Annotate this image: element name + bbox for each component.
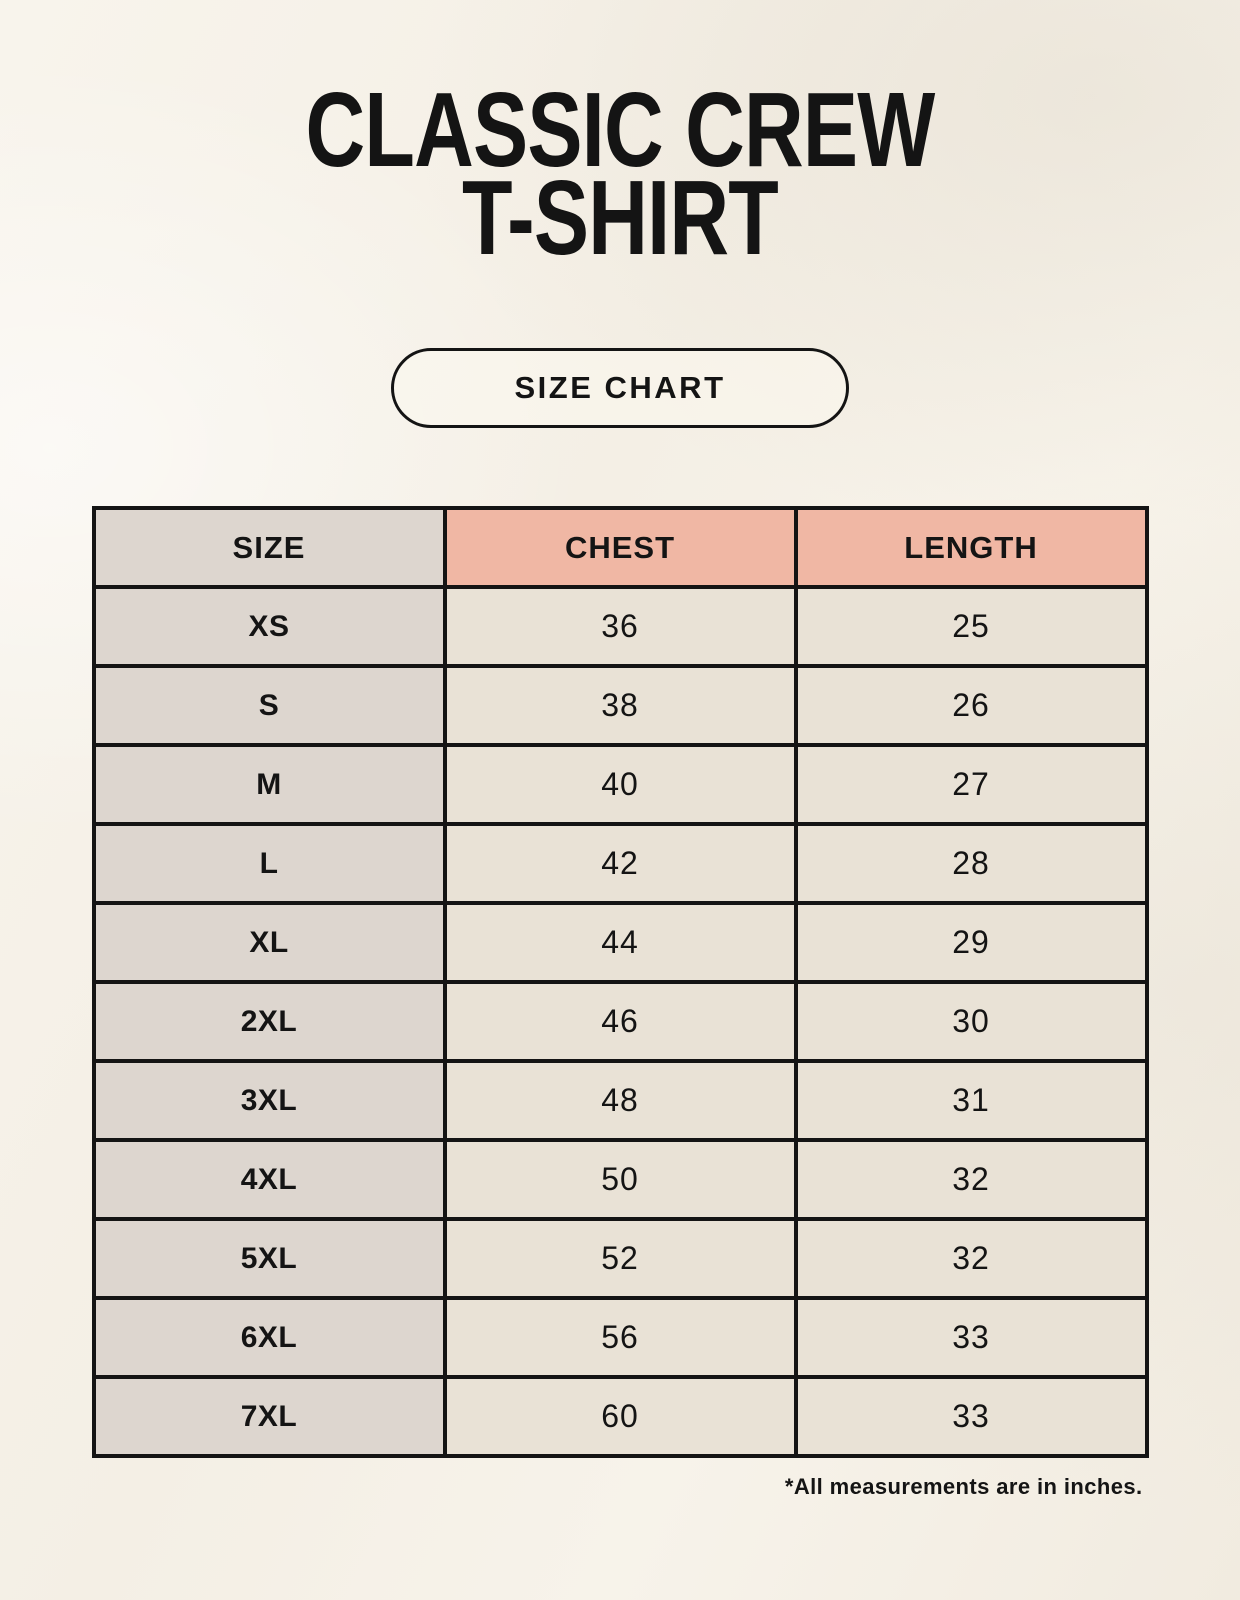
size-cell: XL <box>91 901 447 984</box>
size-cell: 4XL <box>91 1138 447 1221</box>
chest-cell: 48 <box>442 1059 798 1142</box>
header-row: SIZE CHEST LENGTH <box>91 506 1149 589</box>
chest-cell: 60 <box>442 1375 798 1458</box>
table-row: 4XL 50 32 <box>91 1138 1149 1221</box>
length-cell: 32 <box>793 1138 1149 1221</box>
table-row: XS 36 25 <box>91 585 1149 668</box>
size-cell: M <box>91 743 447 826</box>
chest-cell: 56 <box>442 1296 798 1379</box>
length-cell: 31 <box>793 1059 1149 1142</box>
table-row: M 40 27 <box>91 743 1149 826</box>
length-cell: 27 <box>793 743 1149 826</box>
chest-cell: 44 <box>442 901 798 984</box>
col-header-chest: CHEST <box>442 506 798 589</box>
page-title-line1: CLASSIC CREW <box>305 71 935 189</box>
table-row: 5XL 52 32 <box>91 1217 1149 1300</box>
size-cell: XS <box>91 585 447 668</box>
length-cell: 28 <box>793 822 1149 905</box>
size-table-body: XS 36 25 S 38 26 M 40 27 L 42 28 XL 44 29 2XL 46 30 3XL 48 3… <box>91 585 1149 1458</box>
badge-container: SIZE CHART <box>0 348 1240 428</box>
size-table-header: SIZE CHEST LENGTH <box>91 506 1149 589</box>
table-row: S 38 26 <box>91 664 1149 747</box>
table-row: 6XL 56 33 <box>91 1296 1149 1379</box>
page-title-line2: T-SHIRT <box>461 159 779 277</box>
table-row: 2XL 46 30 <box>91 980 1149 1063</box>
col-header-size: SIZE <box>91 506 447 589</box>
chest-cell: 36 <box>442 585 798 668</box>
length-cell: 32 <box>793 1217 1149 1300</box>
chest-cell: 46 <box>442 980 798 1063</box>
measurements-footnote: *All measurements are in inches. <box>784 1474 1143 1499</box>
size-cell: S <box>91 664 447 747</box>
chest-cell: 40 <box>442 743 798 826</box>
chest-cell: 42 <box>442 822 798 905</box>
length-cell: 26 <box>793 664 1149 747</box>
table-row: XL 44 29 <box>91 901 1149 984</box>
table-row: L 42 28 <box>91 822 1149 905</box>
table-row: 7XL 60 33 <box>91 1375 1149 1458</box>
chest-cell: 38 <box>442 664 798 747</box>
size-table: SIZE CHEST LENGTH XS 36 25 S 38 26 M 40 27 L 42 28 X… <box>91 506 1149 1458</box>
size-cell: 2XL <box>91 980 447 1063</box>
size-cell: 6XL <box>91 1296 447 1379</box>
length-cell: 29 <box>793 901 1149 984</box>
size-cell: L <box>91 822 447 905</box>
size-chart-badge[interactable]: SIZE CHART <box>391 348 849 428</box>
size-cell: 3XL <box>91 1059 447 1142</box>
page-title: CLASSIC CREW T-SHIRT <box>136 71 1103 277</box>
chest-cell: 50 <box>442 1138 798 1221</box>
length-cell: 30 <box>793 980 1149 1063</box>
col-header-length: LENGTH <box>793 506 1149 589</box>
length-cell: 33 <box>793 1375 1149 1458</box>
size-cell: 7XL <box>91 1375 447 1458</box>
table-row: 3XL 48 31 <box>91 1059 1149 1142</box>
chest-cell: 52 <box>442 1217 798 1300</box>
length-cell: 25 <box>793 585 1149 668</box>
length-cell: 33 <box>793 1296 1149 1379</box>
size-cell: 5XL <box>91 1217 447 1300</box>
